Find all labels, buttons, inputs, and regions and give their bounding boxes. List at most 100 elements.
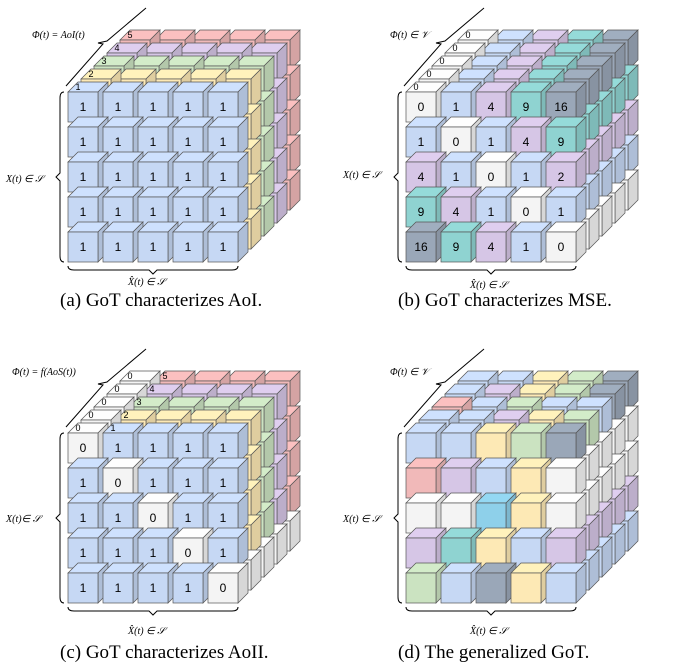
layer-number: 0: [452, 43, 457, 53]
phi-label-c: Φ(t) = f(AoS(t)): [12, 367, 76, 378]
layer-number: 0: [413, 82, 418, 92]
front-cube-value: 1: [115, 170, 122, 184]
front-cube: [172, 562, 214, 604]
layer-number: 0: [465, 30, 470, 40]
front-cube: [102, 151, 144, 193]
front-cube-value: 0: [453, 135, 460, 149]
phi-label-b: Φ(t) ∈ 𝒱: [390, 30, 433, 41]
front-cube: [475, 422, 517, 464]
front-cube: [102, 116, 144, 158]
front-cube: [545, 562, 587, 604]
front-cube: [545, 81, 587, 123]
front-cube-value: 1: [150, 581, 157, 595]
front-cube: [545, 151, 587, 193]
front-cube-value: 1: [115, 546, 122, 560]
front-cube: [440, 562, 482, 604]
x-label-c: X(t)∈ 𝒮: [5, 514, 44, 525]
front-cube-value: 1: [220, 511, 227, 525]
front-cube-value: 9: [453, 240, 460, 254]
front-cube: [207, 422, 249, 464]
front-cube: [440, 457, 482, 499]
xhat-label-a: X̂(t) ∈ 𝒮: [127, 275, 168, 288]
front-cube: [405, 527, 447, 569]
front-cube: [67, 422, 109, 464]
phi-label-a: Φ(t) = AoI(t): [32, 30, 85, 41]
front-cube-value: 1: [220, 170, 227, 184]
front-cube: [475, 116, 517, 158]
front-cube: [545, 422, 587, 464]
x-label-d: X(t) ∈ 𝒮: [342, 514, 383, 525]
front-cube: [440, 81, 482, 123]
front-cube: [67, 562, 109, 604]
front-cube-value: 1: [115, 205, 122, 219]
front-cube: [137, 527, 179, 569]
layer-number: 5: [162, 371, 167, 381]
front-cube-value: 1: [185, 581, 192, 595]
front-cube: [102, 492, 144, 534]
front-cube: [440, 186, 482, 228]
front-cube: [510, 422, 552, 464]
front-cube: [207, 116, 249, 158]
front-cube-value: 0: [150, 511, 157, 525]
x-brace: [393, 432, 403, 604]
front-cube-value: 1: [220, 205, 227, 219]
front-cube: [207, 81, 249, 123]
xhat-brace: [405, 265, 577, 275]
front-cube: [475, 186, 517, 228]
front-cube: [510, 492, 552, 534]
front-cube: [207, 186, 249, 228]
front-cube-value: 1: [453, 100, 460, 114]
x-brace: [393, 91, 403, 263]
front-cube-value: 1: [115, 100, 122, 114]
front-cube-value: 1: [220, 441, 227, 455]
caption-d: (d) The generalized GoT.: [398, 642, 589, 663]
front-cube: [405, 492, 447, 534]
front-cube-value: 1: [80, 476, 87, 490]
phi-label-d: Φ(t) ∈ 𝒱: [390, 367, 433, 378]
front-cube: [137, 221, 179, 263]
front-cube-value: 0: [185, 546, 192, 560]
front-cube-value: 1: [150, 135, 157, 149]
front-cube: [172, 527, 214, 569]
layer-number: 0: [426, 69, 431, 79]
front-cube: [137, 492, 179, 534]
front-cube: [207, 457, 249, 499]
front-cube: [207, 562, 249, 604]
front-cube: [545, 116, 587, 158]
front-cube-value: 0: [523, 205, 530, 219]
front-cube-value: 1: [185, 100, 192, 114]
front-cube: [67, 221, 109, 263]
front-cube-value: 1: [523, 240, 530, 254]
front-cube-value: 1: [80, 135, 87, 149]
front-cube-value: 1: [80, 100, 87, 114]
xhat-brace: [67, 606, 239, 616]
front-cube-value: 9: [418, 205, 425, 219]
front-cube-value: 1: [453, 170, 460, 184]
front-cube: [475, 492, 517, 534]
front-cube-value: 0: [418, 100, 425, 114]
x-label-b: X(t) ∈ 𝒮: [342, 170, 383, 181]
front-cube-value: 1: [80, 205, 87, 219]
front-cube: [172, 186, 214, 228]
front-cube: [172, 116, 214, 158]
front-cube-value: 1: [185, 476, 192, 490]
front-cube: [440, 527, 482, 569]
layer-number: 3: [136, 397, 141, 407]
front-cube: [440, 116, 482, 158]
front-cube: [137, 562, 179, 604]
front-cube-value: 0: [220, 581, 227, 595]
front-cube-value: 1: [80, 240, 87, 254]
xhat-brace: [405, 606, 577, 616]
front-cube-value: 1: [488, 135, 495, 149]
front-cube-value: 1: [185, 205, 192, 219]
caption-b: (b) GoT characterizes MSE.: [398, 290, 612, 311]
caption-c: (c) GoT characterizes AoII.: [60, 642, 269, 663]
x-brace: [55, 432, 65, 604]
front-cube: [545, 527, 587, 569]
front-cube-value: 2: [558, 170, 565, 184]
front-cube: [102, 457, 144, 499]
layer-number: 5: [127, 30, 132, 40]
